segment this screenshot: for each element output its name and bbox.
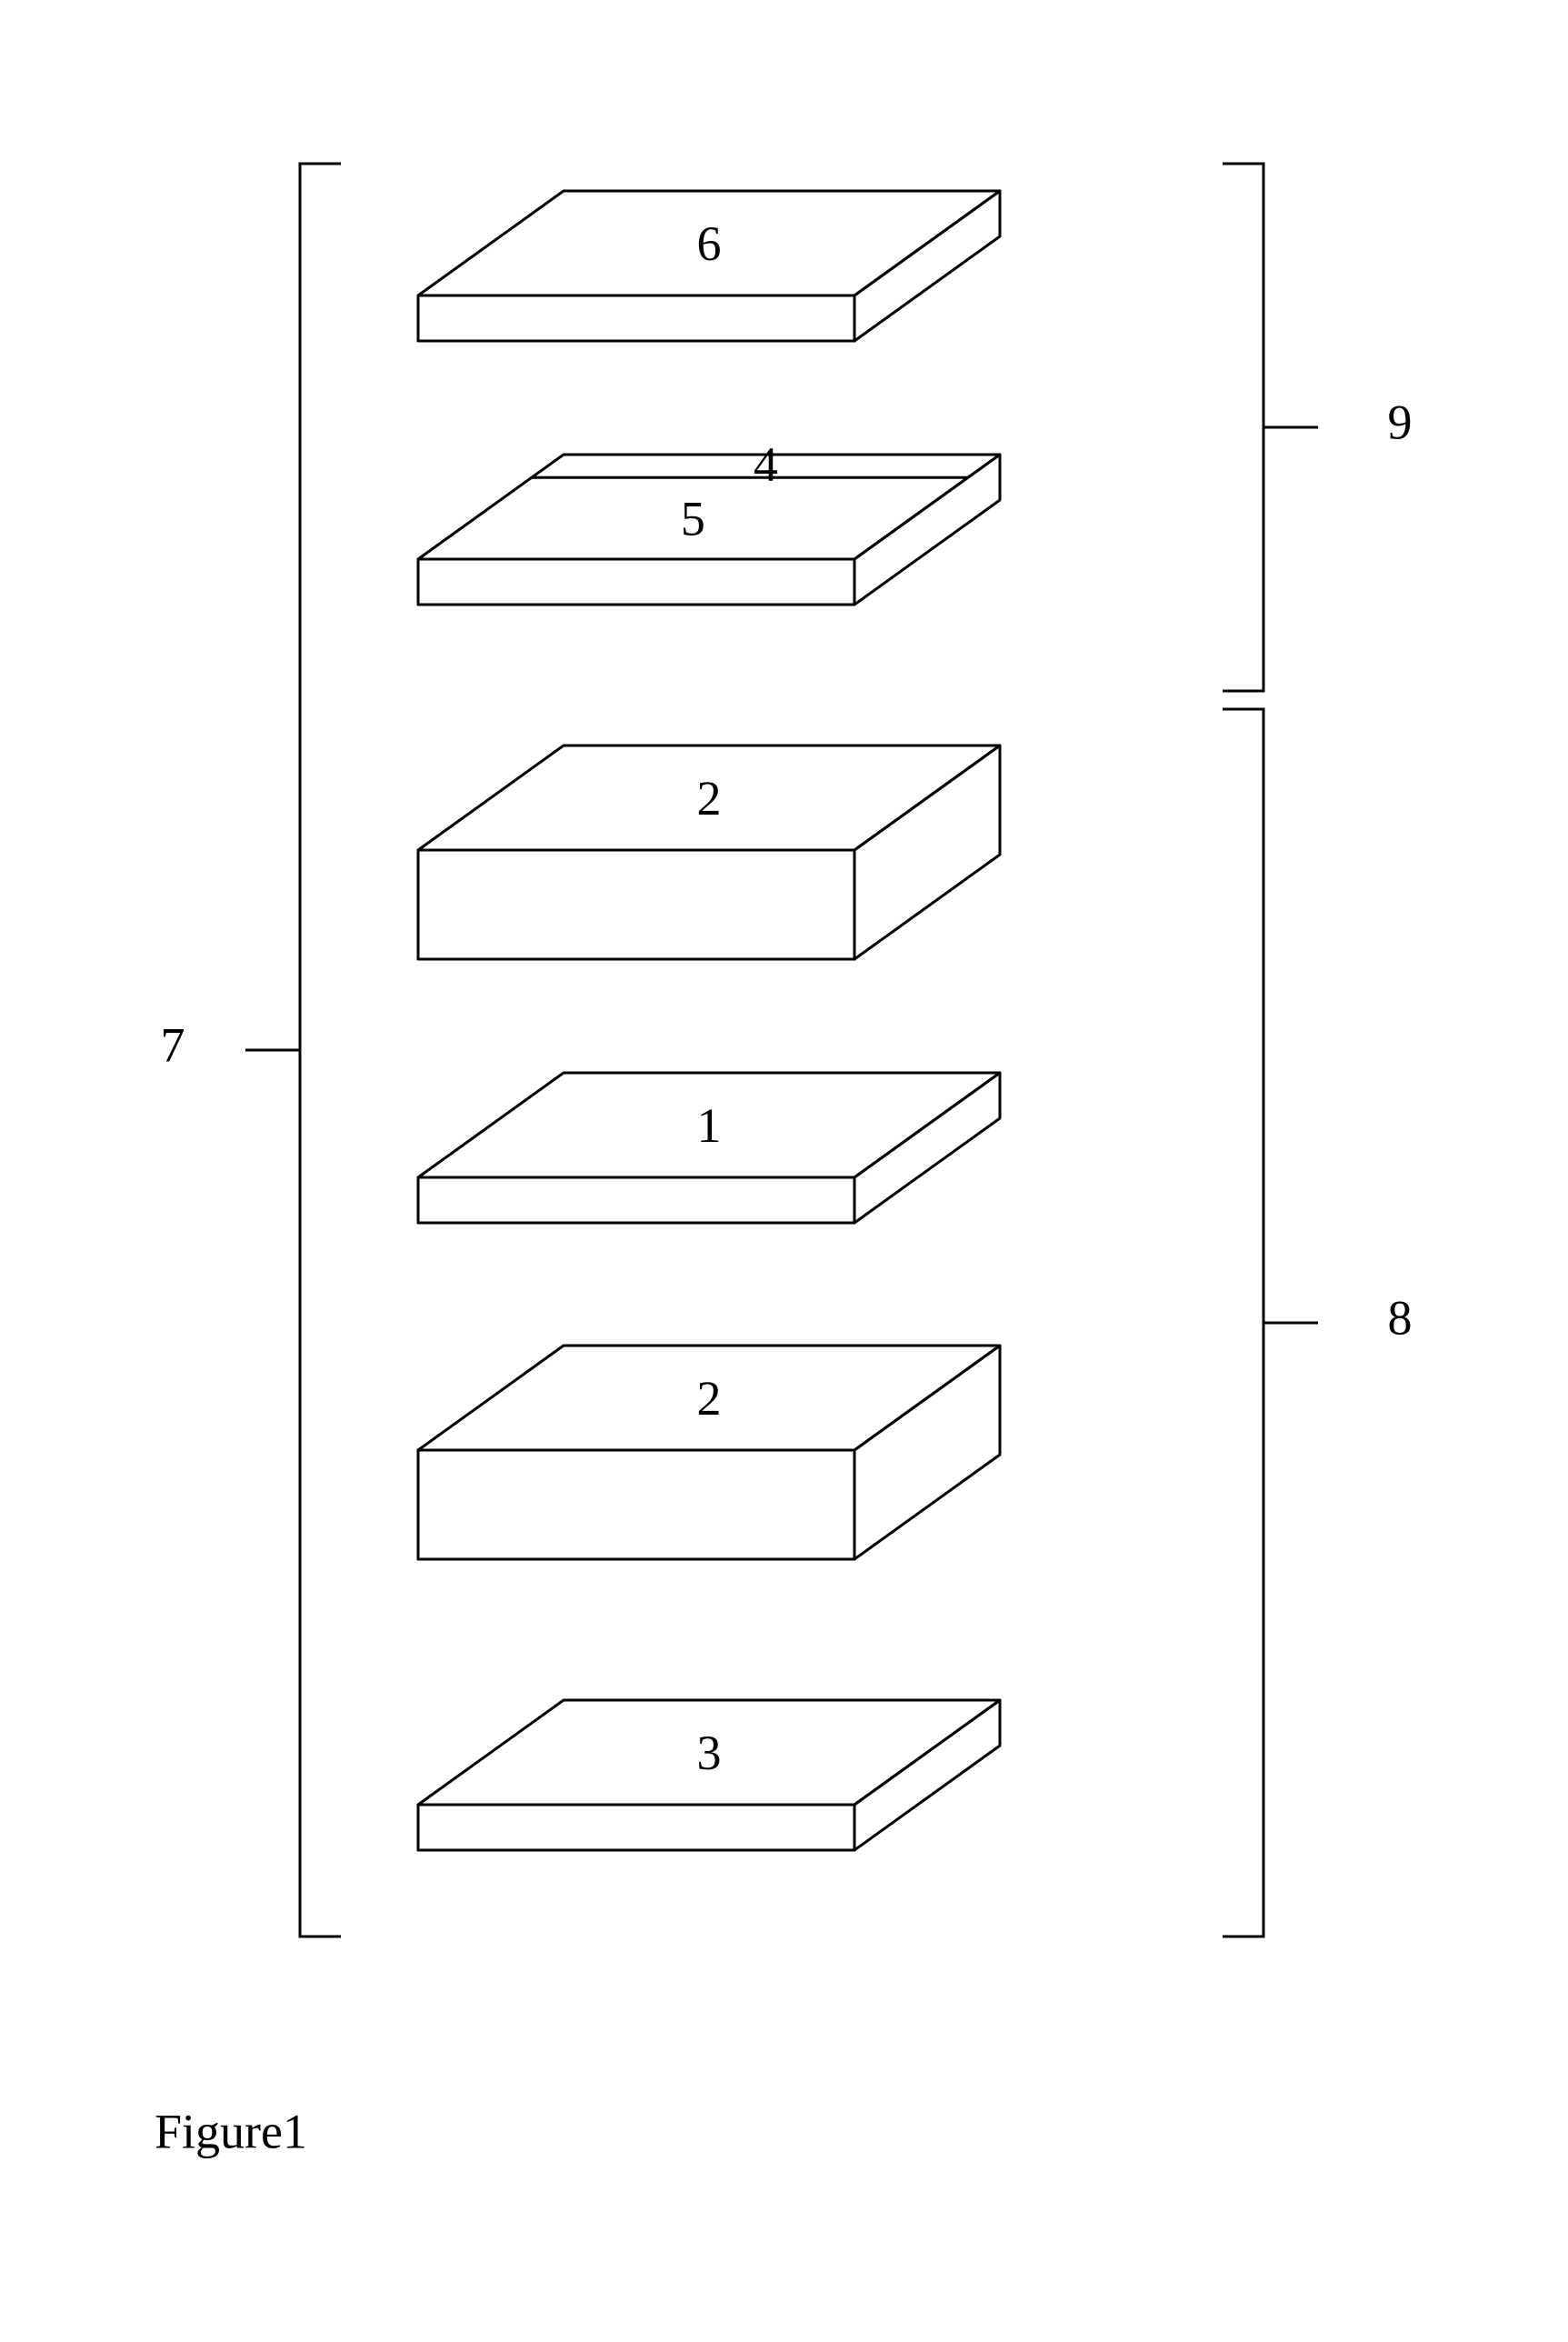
layer-3: 3	[418, 1700, 1000, 1850]
layer-2a-label: 2	[697, 771, 722, 826]
bracket-9-label: 9	[1388, 395, 1413, 449]
bracket-8: 8	[1223, 709, 1413, 1937]
layer-5-label: 5	[681, 492, 705, 546]
bracket-9: 9	[1223, 164, 1413, 691]
bracket-7: 7	[161, 164, 342, 1937]
bracket-7-label: 7	[161, 1017, 185, 1072]
layer-2b-label: 2	[697, 1371, 722, 1426]
layer-2b: 2	[418, 1346, 1000, 1559]
layer-6: 6	[418, 191, 1000, 341]
layer-1-label: 1	[697, 1098, 722, 1153]
layer-5-strip-label: 4	[754, 437, 778, 492]
layer-2a: 2	[418, 746, 1000, 959]
bracket-8-label: 8	[1388, 1290, 1413, 1345]
layer-1: 1	[418, 1073, 1000, 1223]
layer-6-label: 6	[697, 216, 722, 271]
layer-5: 45	[418, 437, 1000, 605]
figure-caption: Figure1	[155, 2104, 307, 2158]
layer-3-label: 3	[697, 1726, 722, 1780]
